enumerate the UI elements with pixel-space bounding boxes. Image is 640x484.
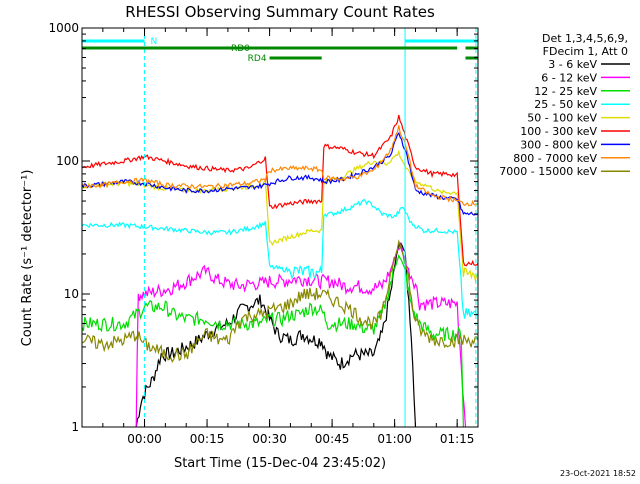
- legend-header-line: FDecim 1, Att 0: [543, 45, 628, 58]
- axes-layer: 1 10 100 1000 00:00 00:15 00:30 00:45 01:00 01:15: [48, 21, 479, 446]
- legend-entry-label: 12 - 25 keV: [534, 85, 597, 98]
- y-tick-label: 100: [56, 154, 79, 168]
- series-line-7000-15000-kev: [81, 239, 479, 364]
- legend-entry-label: 6 - 12 keV: [541, 71, 597, 84]
- x-tick-label: 00:00: [127, 432, 162, 446]
- flag-label-n: N: [151, 37, 158, 47]
- series-line-25-50-kev: [81, 198, 479, 319]
- markers-layer: [144, 28, 477, 427]
- plot-frame: [81, 27, 479, 428]
- y-tick-label: 1: [71, 420, 79, 434]
- legend-entry-label: 3 - 6 keV: [548, 58, 597, 71]
- legend-header-line: Det 1,3,4,5,6,9,: [542, 32, 628, 45]
- y-tick-label: 10: [64, 287, 79, 301]
- x-tick-label: 00:45: [315, 432, 350, 446]
- legend-entry-label: 300 - 800 keV: [520, 138, 597, 151]
- series-line-800-7000-kev: [81, 125, 479, 207]
- series-line-6-12-kev: [135, 242, 467, 428]
- x-tick-label: 00:30: [252, 432, 287, 446]
- legend-entry-label: 100 - 300 keV: [520, 125, 597, 138]
- series-line-300-800-kev: [81, 131, 479, 216]
- x-tick-label: 01:15: [440, 432, 475, 446]
- y-tick-label: 1000: [48, 21, 79, 35]
- series-line-3-6-kev: [135, 242, 417, 428]
- legend-entry-label: 50 - 100 keV: [527, 112, 597, 125]
- chart-title: RHESSI Observing Summary Count Rates: [125, 3, 435, 21]
- series-line-12-25-kev: [81, 253, 464, 428]
- x-axis-label: Start Time (15-Dec-04 23:45:02): [174, 456, 386, 471]
- series-line-50-100-kev: [81, 149, 479, 283]
- x-tick-label: 01:00: [377, 432, 412, 446]
- timestamp-footer: 23-Oct-2021 18:52: [560, 469, 636, 478]
- series-line-100-300-kev: [81, 114, 479, 267]
- x-tick-label: 00:15: [190, 432, 225, 446]
- legend: Det 1,3,4,5,6,9,FDecim 1, Att 03 - 6 keV…: [499, 32, 630, 178]
- flag-label-rd4: RD4: [248, 54, 267, 64]
- legend-entry-label: 7000 - 15000 keV: [499, 165, 597, 178]
- flag-label-rd0: RD0: [231, 44, 250, 54]
- legend-entry-label: 25 - 50 keV: [534, 98, 597, 111]
- series-layer: [81, 114, 479, 428]
- y-axis-label: Count Rate (s⁻¹ detector⁻¹): [20, 170, 35, 347]
- legend-entry-label: 800 - 7000 keV: [513, 152, 597, 165]
